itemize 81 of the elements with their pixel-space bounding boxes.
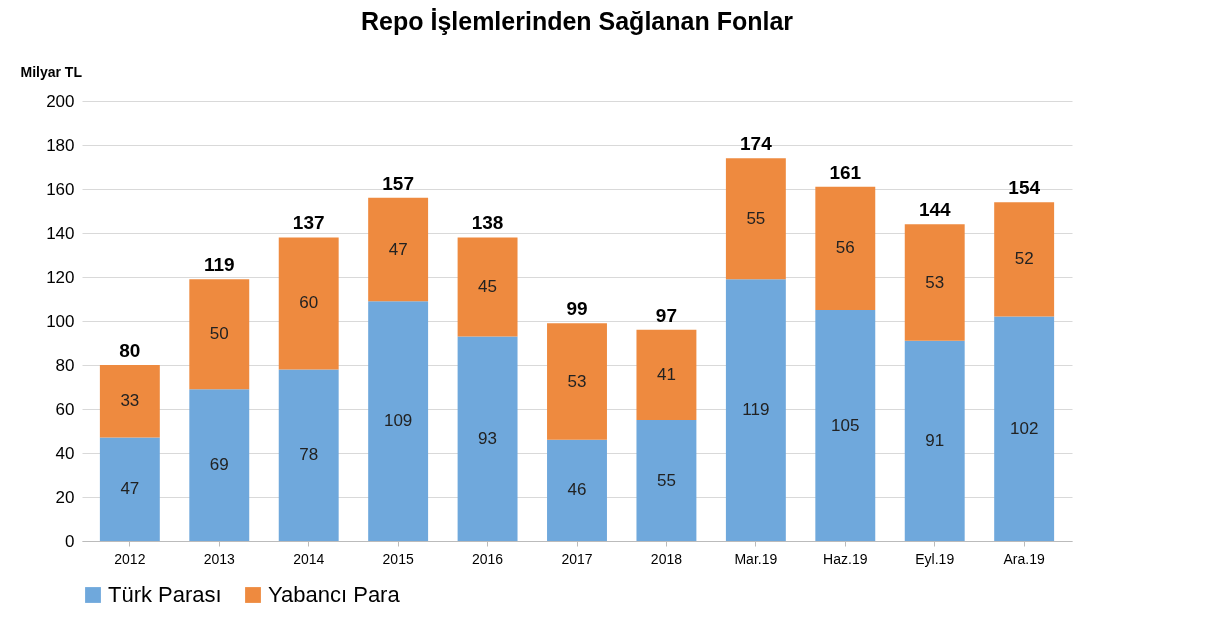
data-label: 60 — [299, 293, 319, 313]
total-label: 119 — [203, 254, 235, 276]
data-label: 91 — [925, 430, 945, 450]
data-label: 53 — [567, 371, 587, 391]
data-label: 45 — [478, 276, 498, 296]
data-label: 47 — [120, 479, 140, 499]
bar — [457, 336, 518, 541]
total-label: 161 — [829, 161, 862, 183]
bar — [368, 197, 429, 302]
legend-label: Türk Parası — [108, 582, 222, 607]
total-label: 174 — [740, 133, 773, 155]
data-label: 55 — [656, 470, 676, 490]
y-tick-label: 140 — [46, 223, 75, 243]
total-label: 157 — [382, 172, 414, 194]
bar — [99, 437, 160, 541]
y-tick-label: 180 — [46, 135, 75, 155]
x-tick-label: 2016 — [471, 550, 504, 567]
total-label: 99 — [566, 298, 588, 320]
bar — [994, 316, 1055, 541]
total-label: 137 — [292, 212, 325, 234]
x-tick-label: Haz.19 — [823, 550, 868, 567]
bar — [278, 237, 339, 370]
data-label: 102 — [1009, 418, 1039, 438]
data-label: 52 — [1014, 249, 1034, 269]
total-label: 138 — [471, 212, 504, 234]
bar — [636, 329, 697, 420]
data-label: 105 — [831, 415, 860, 435]
total-label: 80 — [119, 340, 141, 361]
bar — [725, 158, 786, 280]
y-tick-label: 120 — [46, 267, 75, 287]
bar — [994, 202, 1055, 317]
bar — [904, 340, 965, 541]
bar — [189, 279, 250, 390]
y-tick-label: 40 — [55, 443, 75, 463]
data-label: 56 — [835, 238, 855, 258]
data-label: 119 — [742, 400, 770, 420]
bar — [815, 310, 876, 541]
total-label: 97 — [655, 304, 677, 326]
data-label: 78 — [299, 445, 319, 465]
total-label: 144 — [918, 199, 952, 221]
bar — [457, 237, 518, 337]
y-tick-label: 160 — [46, 179, 75, 199]
data-label: 53 — [925, 272, 945, 292]
data-label: 33 — [120, 391, 140, 411]
y-axis-title: Milyar TL — [20, 63, 83, 80]
bar — [278, 369, 339, 541]
x-tick-label: 2014 — [293, 550, 325, 567]
data-label: 109 — [383, 411, 413, 431]
data-label: 47 — [388, 239, 408, 259]
y-tick-label: 20 — [55, 487, 75, 507]
bar — [725, 279, 786, 541]
x-tick-label: Mar.19 — [734, 550, 778, 567]
data-label: 46 — [567, 480, 587, 500]
x-tick-label: 2018 — [650, 550, 683, 567]
total-label: 154 — [1008, 177, 1041, 199]
chart-title: Repo İşlemlerinden Sağlanan Fonlar — [360, 7, 794, 35]
bar — [99, 365, 160, 438]
bar — [815, 186, 876, 310]
y-tick-label: 0 — [65, 531, 75, 551]
data-label: 69 — [209, 455, 229, 475]
x-tick-label: 2013 — [203, 550, 236, 567]
x-tick-label: Eyl.19 — [915, 550, 955, 567]
bar — [636, 420, 697, 541]
bar — [368, 301, 429, 541]
y-tick-label: 100 — [46, 311, 75, 331]
bar — [189, 389, 250, 541]
y-tick-label: 200 — [46, 91, 75, 111]
bar — [904, 224, 965, 341]
bar — [547, 323, 607, 440]
x-tick-label: 2017 — [561, 550, 593, 567]
data-label: 55 — [746, 208, 766, 228]
data-label: 41 — [656, 364, 676, 384]
x-tick-label: 2015 — [382, 550, 414, 567]
data-label: 50 — [209, 324, 229, 344]
y-tick-label: 80 — [55, 355, 75, 375]
x-tick-label: Ara.19 — [1003, 550, 1045, 567]
y-tick-label: 60 — [55, 399, 75, 419]
x-tick-label: 2012 — [114, 550, 146, 567]
data-label: 93 — [478, 428, 498, 448]
legend-label: Yabancı Para — [268, 582, 401, 607]
bar — [547, 439, 607, 541]
